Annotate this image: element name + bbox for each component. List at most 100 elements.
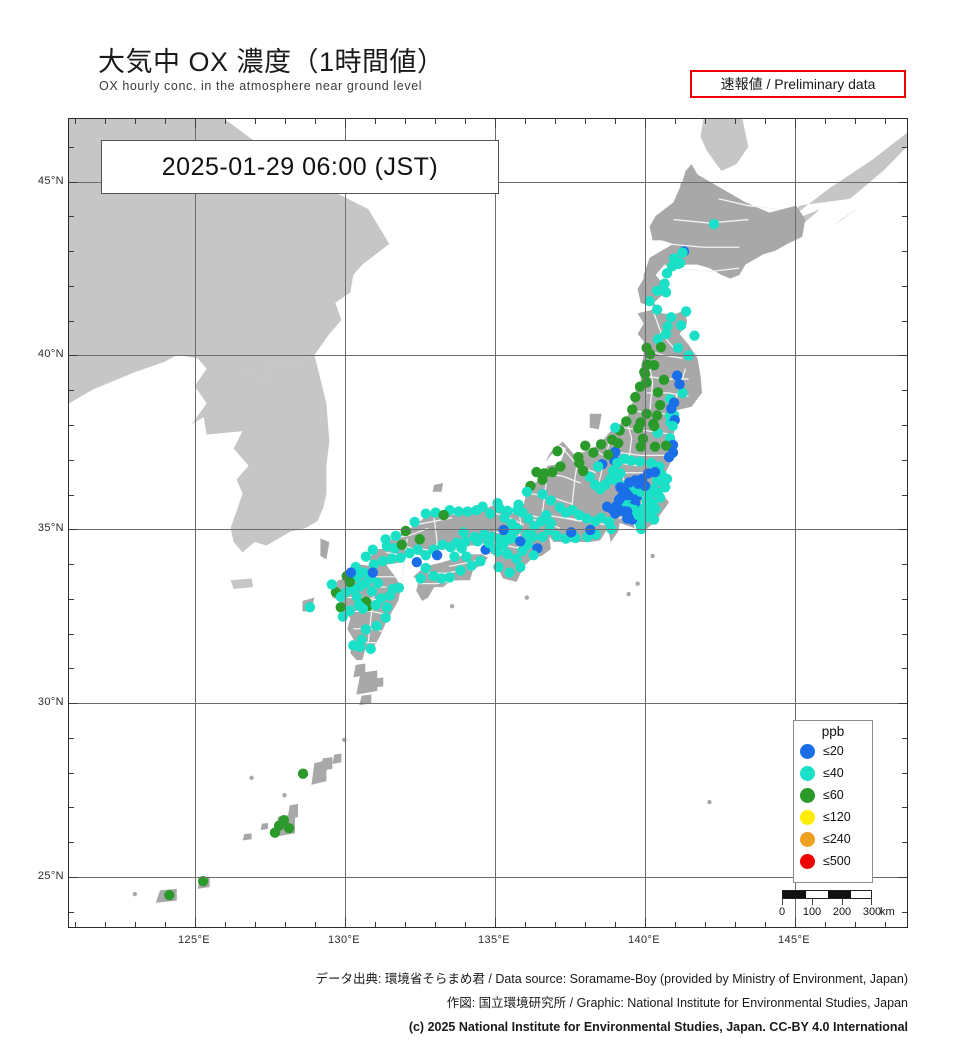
axis-minor-tick <box>675 922 676 927</box>
observation-point <box>581 513 592 524</box>
axis-minor-tick <box>69 842 74 844</box>
observation-point <box>367 567 378 578</box>
observation-point <box>344 605 355 616</box>
timestamp-label: 2025-01-29 06:00 (JST) <box>101 140 499 194</box>
observation-point <box>351 591 363 603</box>
graticule-meridian <box>195 119 196 927</box>
axis-minor-tick <box>885 922 886 927</box>
observation-point <box>677 247 688 258</box>
axis-minor-tick <box>825 922 826 927</box>
observation-point <box>353 599 364 611</box>
y-axis-tick-label: 35°N <box>37 522 64 535</box>
observation-point <box>366 586 378 597</box>
legend-item[interactable]: ≤60 <box>794 784 872 806</box>
observation-point <box>636 523 647 535</box>
axis-minor-tick <box>315 119 316 124</box>
observation-point <box>430 507 441 518</box>
observation-point <box>449 551 460 562</box>
observation-point <box>412 544 423 555</box>
preliminary-data-badge: 速報値 / Preliminary data <box>690 70 906 98</box>
observation-point <box>348 640 359 651</box>
observation-point <box>651 410 663 421</box>
axis-minor-tick <box>555 119 556 124</box>
footer-data-source: データ出典: 環境省そらまめ君 / Data source: Soramame-… <box>315 972 908 986</box>
observation-point <box>675 320 687 331</box>
observation-point <box>283 822 295 834</box>
axis-minor-tick <box>69 285 74 287</box>
scale-bar-tick <box>782 899 783 905</box>
axis-minor-tick <box>105 119 106 124</box>
observation-point <box>269 827 281 838</box>
axis-minor-tick <box>69 320 74 322</box>
scale-bar-unit: km <box>880 906 895 918</box>
axis-minor-tick <box>69 668 74 670</box>
legend-item[interactable]: ≤240 <box>794 828 872 850</box>
axis-tick <box>195 918 196 927</box>
axis-minor-tick <box>225 119 226 124</box>
legend-item[interactable]: ≤500 <box>794 850 872 872</box>
axis-minor-tick <box>902 564 907 565</box>
axis-minor-tick <box>855 922 856 927</box>
axis-minor-tick <box>555 922 556 927</box>
scale-bar-label: 100 <box>802 906 822 918</box>
observation-point <box>453 506 464 517</box>
observation-point <box>677 387 688 399</box>
axis-minor-tick <box>69 216 74 218</box>
legend-item[interactable]: ≤20 <box>794 740 872 762</box>
scale-bar-tick <box>871 899 872 905</box>
scale-bar-labels: 0 100 200 300 km <box>779 906 912 920</box>
scale-bar-segment <box>783 891 806 898</box>
scale-bar-label: 200 <box>832 906 852 918</box>
graticule-meridian <box>345 119 346 927</box>
legend: ppb ≤20 ≤40 ≤60 ≤120 ≤240 ≤500 <box>793 720 873 883</box>
axis-minor-tick <box>902 842 907 844</box>
axis-minor-tick <box>69 251 74 253</box>
observation-point <box>420 550 431 561</box>
observation-point <box>409 516 420 528</box>
legend-title: ppb <box>821 724 845 739</box>
observation-point <box>641 408 652 419</box>
axis-minor-tick <box>69 494 74 496</box>
observation-point <box>663 451 675 463</box>
axis-minor-tick <box>885 119 886 124</box>
axis-minor-tick <box>735 119 736 124</box>
x-axis-tick-label: 130°E <box>327 934 361 946</box>
observation-point <box>547 466 558 478</box>
legend-item-label: ≤120 <box>823 810 851 824</box>
observation-point <box>665 312 677 323</box>
graticule-meridian <box>795 119 796 927</box>
legend-swatch-icon <box>800 787 815 803</box>
axis-minor-tick <box>285 922 286 927</box>
legend-item[interactable]: ≤120 <box>794 806 872 828</box>
y-axis-tick-label: 25°N <box>37 869 64 882</box>
axis-minor-tick <box>435 922 436 927</box>
axis-tick <box>495 918 496 927</box>
map-plot-area[interactable] <box>68 118 908 928</box>
observation-point <box>689 330 700 341</box>
observation-point <box>404 547 415 559</box>
axis-minor-tick <box>902 146 907 148</box>
observation-point <box>660 287 672 298</box>
axis-tick <box>795 918 796 927</box>
observation-point <box>371 620 382 632</box>
legend-item[interactable]: ≤40 <box>794 762 872 784</box>
axis-minor-tick <box>165 922 166 927</box>
y-axis-tick-label: 30°N <box>37 696 64 708</box>
axis-minor-tick <box>902 320 907 322</box>
observation-point <box>326 579 337 590</box>
axis-tick <box>898 703 907 704</box>
observation-point <box>674 257 686 269</box>
axis-minor-tick <box>902 737 907 739</box>
axis-tick <box>195 119 196 128</box>
observation-point <box>436 573 447 584</box>
scale-bar-ticks <box>782 899 872 905</box>
axis-minor-tick <box>902 424 907 426</box>
observation-point <box>708 218 720 230</box>
observation-point <box>580 440 591 451</box>
axis-minor-tick <box>855 119 856 124</box>
observation-point <box>648 514 660 525</box>
observation-point <box>665 403 677 414</box>
legend-swatch-icon <box>800 809 815 825</box>
axis-minor-tick <box>902 668 907 670</box>
observation-point <box>335 602 346 613</box>
